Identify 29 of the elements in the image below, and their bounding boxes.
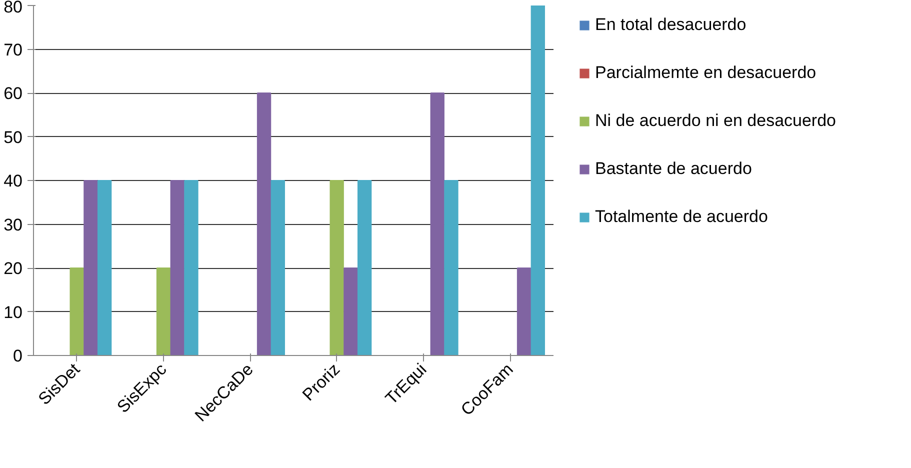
bar (156, 268, 171, 356)
legend-label: Totalmente de acuerdo (595, 207, 768, 227)
bar (344, 268, 358, 356)
legend-label: Parcialmemte en desacuerdo (595, 63, 816, 83)
y-tick-label: 20 (4, 259, 23, 278)
y-tick-label: 50 (4, 128, 23, 147)
y-tick-label: 30 (4, 215, 23, 234)
y-tick-label: 40 (4, 172, 23, 190)
bar (530, 6, 545, 356)
y-tick-label: 10 (4, 302, 23, 322)
bar (444, 180, 458, 356)
bar (270, 180, 285, 356)
bar (430, 92, 444, 356)
legend-label: En total desacuerdo (595, 15, 746, 35)
bar (84, 180, 98, 356)
bar (70, 268, 84, 356)
y-tick-label: 0 (13, 346, 23, 366)
bar (97, 180, 112, 356)
bar (170, 180, 184, 356)
y-tick-label: 60 (4, 84, 23, 103)
legend-label: Ni de acuerdo ni en desacuerdo (595, 111, 836, 131)
bar (256, 92, 272, 356)
y-tick-label: 70 (4, 40, 23, 60)
legend-label: Bastante de acuerdo (595, 159, 752, 179)
bar (357, 180, 372, 356)
bar (184, 180, 198, 356)
bar (330, 180, 344, 356)
bar (516, 268, 532, 356)
y-tick-label: 80 (4, 0, 23, 16)
